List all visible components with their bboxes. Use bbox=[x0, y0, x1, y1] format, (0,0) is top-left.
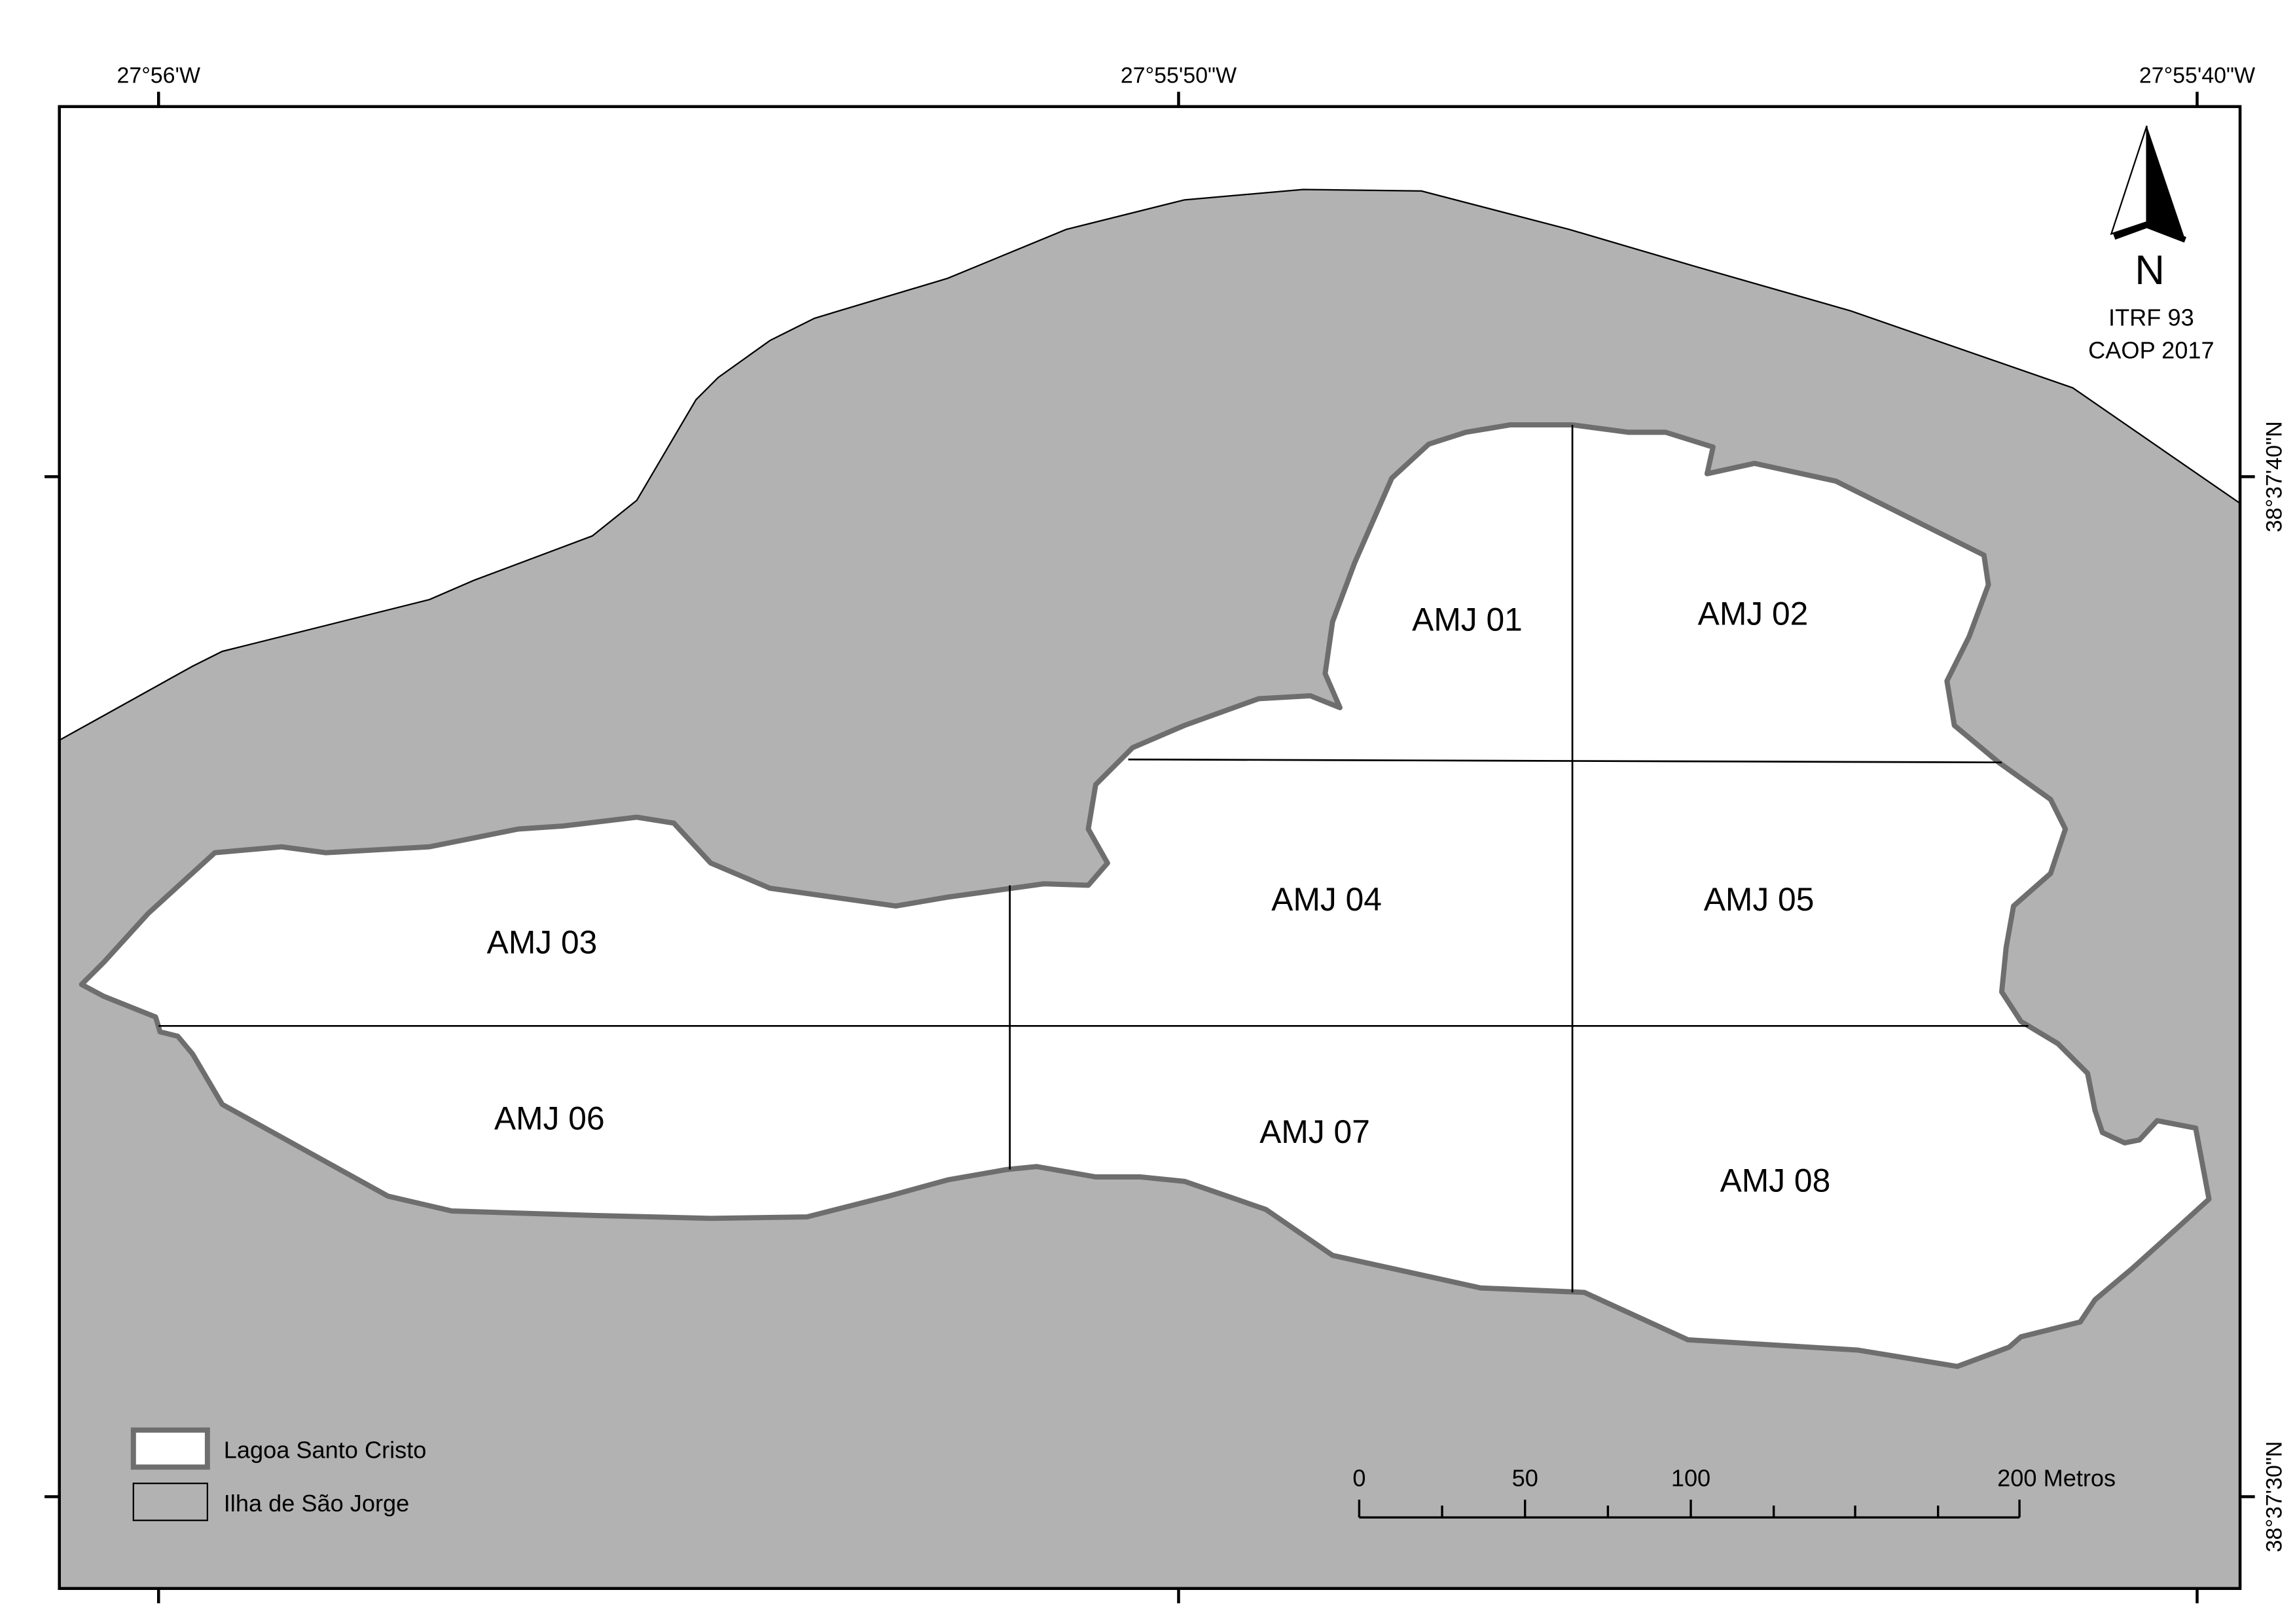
zone-label: AMJ 05 bbox=[1704, 881, 1815, 918]
longitude-label: 27°55'50"W bbox=[1121, 63, 1237, 88]
zone-grid bbox=[158, 425, 2029, 1293]
graticule-ticks bbox=[45, 92, 2255, 1604]
latitude-label: 38°37'40"N bbox=[2262, 421, 2286, 532]
zone-label: AMJ 06 bbox=[494, 1100, 605, 1137]
north-label: N bbox=[2135, 247, 2165, 293]
zone-label: AMJ 02 bbox=[1698, 595, 1809, 632]
legend-label: Lagoa Santo Cristo bbox=[224, 1437, 427, 1464]
zone-label: AMJ 01 bbox=[1412, 601, 1523, 638]
scale-bar bbox=[1358, 1500, 2021, 1519]
zone-label: AMJ 04 bbox=[1271, 881, 1382, 918]
zone-label: AMJ 08 bbox=[1720, 1163, 1831, 1199]
scale-label: 100 bbox=[1671, 1465, 1710, 1492]
legend-swatch bbox=[130, 1427, 210, 1470]
legend-label: Ilha de São Jorge bbox=[224, 1490, 410, 1517]
source-label: CAOP 2017 bbox=[2088, 336, 2214, 363]
arrow-right bbox=[2146, 126, 2186, 240]
legend: Lagoa Santo Cristo Ilha de São Jorge bbox=[130, 1427, 427, 1521]
scale-label: 50 bbox=[1512, 1465, 1538, 1492]
scale-label: 200 Metros bbox=[1997, 1465, 2116, 1492]
latitude-label: 38°37'30"N bbox=[2262, 1441, 2286, 1553]
zone-label: AMJ 03 bbox=[487, 924, 598, 960]
longitude-label: 27°56'W bbox=[117, 63, 200, 88]
scale-label: 0 bbox=[1352, 1465, 1365, 1492]
north-arrow: N ITRF 93 CAOP 2017 bbox=[2088, 125, 2214, 363]
datum-label: ITRF 93 bbox=[2108, 304, 2194, 331]
longitude-label: 27°55'40"W bbox=[2139, 63, 2255, 88]
zone-label: AMJ 07 bbox=[1259, 1113, 1370, 1150]
legend-swatch bbox=[132, 1483, 209, 1521]
lagoon bbox=[79, 422, 2212, 1369]
zone-line bbox=[1128, 758, 2002, 764]
map-frame bbox=[58, 105, 2242, 1590]
arrow-base bbox=[2113, 221, 2187, 243]
